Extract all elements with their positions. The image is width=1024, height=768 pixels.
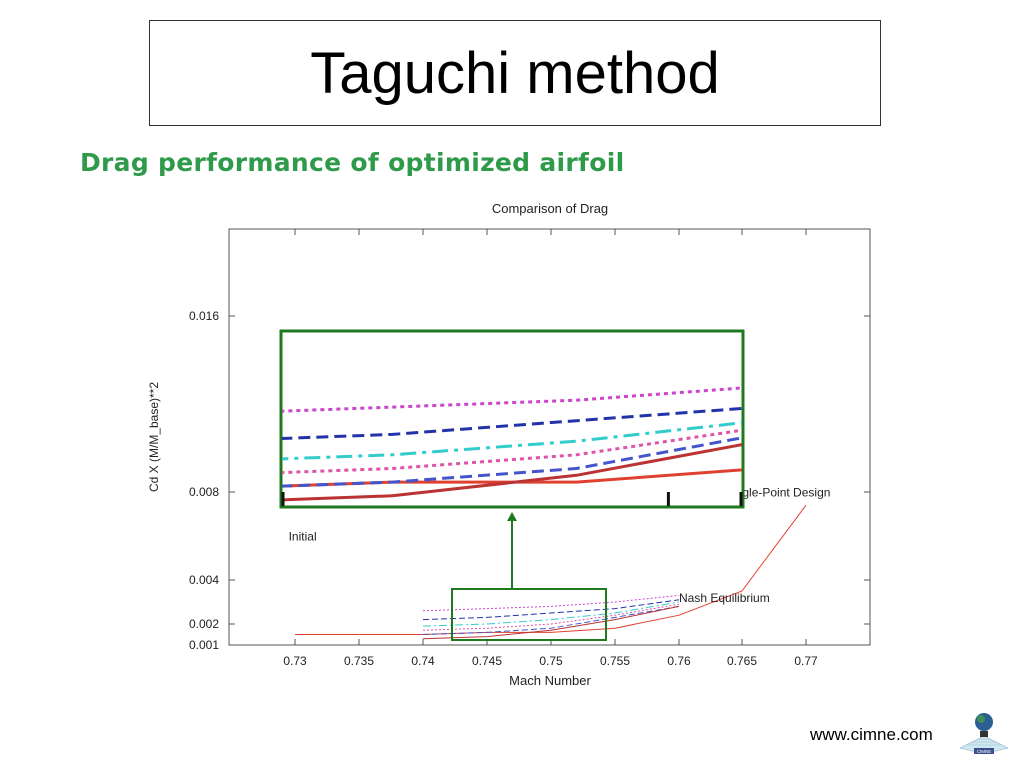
inset-frame bbox=[279, 329, 745, 509]
series-line bbox=[422, 605, 680, 635]
y-tick-label: 0.004 bbox=[189, 573, 219, 587]
x-tick-label: 0.755 bbox=[600, 654, 630, 668]
cimne-logo: CIMNE bbox=[959, 713, 1009, 755]
annotation-label: Initial bbox=[289, 529, 317, 543]
series-line bbox=[422, 605, 680, 640]
annotation-label: Nash Equilibrium bbox=[679, 591, 770, 605]
inset-series-line bbox=[282, 468, 742, 488]
series-line bbox=[295, 504, 807, 635]
x-axis-label: Mach Number bbox=[509, 673, 591, 688]
inset-series-line bbox=[282, 386, 742, 413]
x-tick-label: 0.77 bbox=[794, 654, 818, 668]
inset-series-line bbox=[282, 436, 742, 488]
chart-series bbox=[295, 504, 807, 640]
slide-title-box: Taguchi method bbox=[149, 20, 881, 126]
x-tick-label: 0.765 bbox=[727, 654, 757, 668]
inset-source-box bbox=[451, 588, 607, 641]
y-axis-label: Cd X (M/M_base)**2 bbox=[147, 382, 161, 492]
annotation-label: ngle-Point Design bbox=[736, 485, 831, 499]
zoom-inset bbox=[279, 329, 745, 509]
chart-title: Comparison of Drag bbox=[492, 201, 608, 216]
inset-series bbox=[282, 386, 742, 502]
inset-ticks bbox=[281, 492, 743, 506]
x-tick-label: 0.735 bbox=[344, 654, 374, 668]
series-line bbox=[422, 601, 680, 627]
inset-series-line bbox=[282, 443, 742, 502]
series-line bbox=[422, 603, 680, 631]
inset-series-line bbox=[282, 428, 742, 475]
slide-title: Taguchi method bbox=[310, 40, 720, 106]
inset-series-line bbox=[282, 406, 742, 440]
series-line bbox=[422, 594, 680, 612]
series-line bbox=[422, 599, 680, 621]
x-tick-label: 0.74 bbox=[411, 654, 435, 668]
y-tick-label: 0.008 bbox=[189, 485, 219, 499]
y-tick-label: 0.002 bbox=[189, 617, 219, 631]
x-tick-label: 0.745 bbox=[472, 654, 502, 668]
y-tick-label: 0.001 bbox=[189, 638, 219, 652]
chart-annotations: Initial Nash Equilibrium ngle-Point Design bbox=[289, 485, 831, 605]
x-tick-label: 0.75 bbox=[539, 654, 563, 668]
arrow-head bbox=[507, 512, 517, 521]
footer-url[interactable]: www.cimne.com bbox=[810, 725, 933, 744]
y-tick-label: 0.016 bbox=[189, 309, 219, 323]
x-tick-label: 0.73 bbox=[283, 654, 307, 668]
slide-subtitle: Drag performance of optimized airfoil bbox=[80, 148, 625, 177]
svg-text:CIMNE: CIMNE bbox=[977, 749, 992, 754]
x-tick-label: 0.76 bbox=[667, 654, 691, 668]
axis-ticks: 0.73 0.735 0.74 0.745 0.75 0.755 0.76 0.765 0.77… bbox=[189, 229, 870, 668]
